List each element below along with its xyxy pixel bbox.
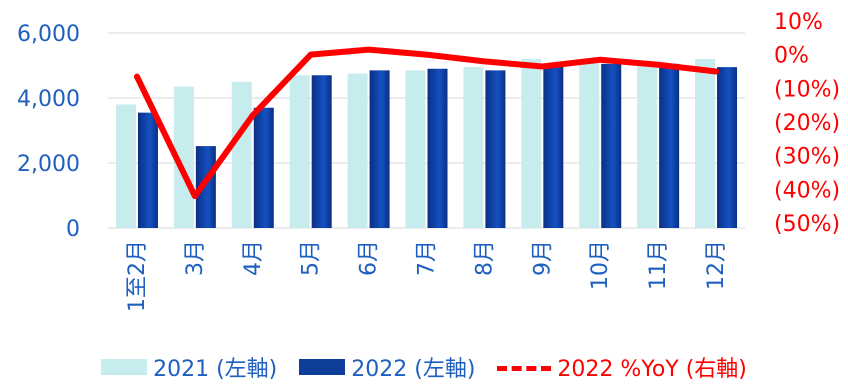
right-tick-label: (10%) (774, 77, 840, 102)
legend-item-2021: 2021 (左軸) (101, 351, 277, 383)
legend-item-yoy: 2022 %YoY (右軸) (497, 351, 747, 383)
left-axis: 0 2,000 4,000 6,000 (17, 22, 80, 242)
bar-2022-5 (427, 68, 448, 228)
yoy-point-4 (367, 48, 370, 51)
yoy-point-2 (251, 114, 254, 117)
yoy-point-0 (135, 75, 138, 78)
left-tick-label: 4,000 (17, 87, 80, 112)
yoy-line (133, 46, 720, 200)
bar-2022-1 (195, 146, 216, 228)
yoy-point-7 (541, 65, 544, 68)
x-tick-label: 4月 (241, 240, 266, 276)
bar-2021-4 (347, 73, 368, 228)
yoy-point-3 (309, 53, 312, 56)
bar-2021-0 (115, 104, 136, 228)
legend-item-2022: 2022 (左軸) (299, 351, 475, 383)
x-tick-label: 7月 (415, 240, 440, 276)
bar-2021-10 (695, 59, 716, 228)
bar-2022-10 (717, 67, 738, 228)
yoy-point-9 (657, 63, 660, 66)
x-tick-label: 11月 (646, 240, 671, 290)
x-tick-label: 12月 (704, 240, 729, 290)
x-tick-label: 6月 (357, 240, 382, 276)
bar-2021-8 (579, 60, 600, 228)
yoy-point-10 (715, 70, 718, 73)
bar-2022-6 (485, 70, 506, 228)
legend-swatch-2021 (101, 359, 148, 375)
right-tick-label: (40%) (774, 178, 840, 203)
legend-label-2021: 2021 (左軸) (153, 357, 278, 382)
right-tick-label: (50%) (774, 212, 840, 237)
right-axis: 10% 0% (10%) (20%) (30%) (40%) (50%) (774, 10, 840, 237)
x-tick-label: 5月 (299, 240, 324, 276)
line-series (133, 46, 720, 200)
bar-2022-3 (311, 75, 332, 228)
yoy-point-1 (193, 195, 196, 198)
legend: 2021 (左軸) 2022 (左軸) 2022 %YoY (右軸) (0, 350, 848, 384)
right-tick-label: (20%) (774, 111, 840, 136)
right-tick-label: (30%) (774, 145, 840, 170)
bar-2021-1 (173, 86, 194, 228)
right-tick-label: 10% (774, 10, 823, 35)
bar-2021-3 (289, 75, 310, 228)
yoy-point-5 (425, 53, 428, 56)
legend-label-2022: 2022 (左軸) (351, 357, 476, 382)
x-tick-label: 10月 (588, 240, 613, 290)
yoy-point-6 (483, 60, 486, 63)
bar-2021-5 (405, 70, 426, 228)
bar-2021-2 (231, 81, 252, 228)
bar-2022-8 (601, 63, 622, 228)
yoy-point-8 (599, 58, 602, 61)
bar-2022-0 (137, 112, 158, 228)
bar-series (115, 59, 738, 228)
bar-2022-2 (253, 107, 274, 228)
x-tick-label: 1至2月 (125, 240, 150, 312)
x-tick-label: 3月 (183, 240, 208, 276)
left-tick-label: 6,000 (17, 22, 80, 47)
left-tick-label: 0 (66, 217, 80, 242)
bar-2021-6 (463, 67, 484, 228)
bar-2021-7 (521, 59, 542, 228)
legend-swatch-2022 (299, 359, 346, 375)
x-axis: 1至2月 3月 4月 5月 6月 7月 8月 9月 10月 11月 12月 (125, 240, 729, 312)
legend-swatch-yoy (497, 359, 552, 375)
bar-2022-7 (543, 63, 564, 228)
bar-2021-9 (637, 62, 658, 228)
x-tick-label: 8月 (472, 240, 497, 276)
bar-2022-9 (659, 63, 680, 228)
right-tick-label: 0% (774, 44, 809, 69)
left-tick-label: 2,000 (17, 152, 80, 177)
legend-label-yoy: 2022 %YoY (右軸) (557, 357, 747, 382)
x-tick-label: 9月 (530, 240, 555, 276)
bar-2022-4 (369, 70, 390, 228)
